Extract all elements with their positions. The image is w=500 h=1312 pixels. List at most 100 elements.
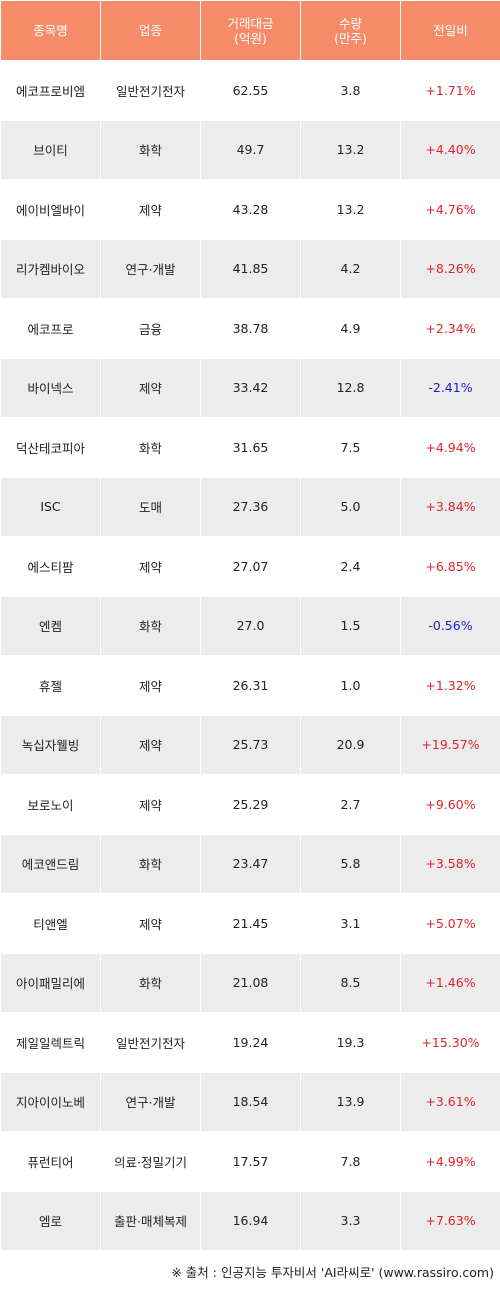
sector-cell: 금융	[100, 298, 201, 359]
table-row: 바이넥스 제약 33.42 12.8 -2.41%	[0, 357, 500, 418]
stock-name-cell: 녹십자웰빙	[0, 714, 101, 775]
stock-name-cell: 브이티	[0, 119, 101, 180]
header-qty: 수량 (만주)	[300, 0, 401, 61]
quantity-cell: 3.1	[300, 893, 401, 954]
amount-cell: 18.54	[200, 1071, 301, 1132]
quantity-cell: 13.2	[300, 179, 401, 240]
change-cell: +3.58%	[400, 833, 500, 894]
amount-cell: 31.65	[200, 417, 301, 478]
table-row: 에코앤드림 화학 23.47 5.8 +3.58%	[0, 833, 500, 894]
sector-cell: 일반전기전자	[100, 60, 201, 121]
change-cell: +7.63%	[400, 1190, 500, 1251]
sector-cell: 제약	[100, 536, 201, 597]
stock-name-cell: 퓨런티어	[0, 1131, 101, 1192]
table-row: 엔켐 화학 27.0 1.5 -0.56%	[0, 595, 500, 656]
sector-cell: 제약	[100, 774, 201, 835]
change-cell: +4.94%	[400, 417, 500, 478]
change-cell: +5.07%	[400, 893, 500, 954]
sector-cell: 화학	[100, 417, 201, 478]
quantity-cell: 8.5	[300, 952, 401, 1013]
table-row: 리가켐바이오 연구·개발 41.85 4.2 +8.26%	[0, 238, 500, 299]
quantity-cell: 7.5	[300, 417, 401, 478]
stock-name-cell: 에스티팜	[0, 536, 101, 597]
stock-name-cell: 에이비엘바이	[0, 179, 101, 240]
header-amount-line1: 거래대금	[227, 15, 274, 31]
amount-cell: 41.85	[200, 238, 301, 299]
change-cell: +19.57%	[400, 714, 500, 775]
amount-cell: 25.73	[200, 714, 301, 775]
sector-cell: 화학	[100, 952, 201, 1013]
change-cell: +1.71%	[400, 60, 500, 121]
header-sector: 업종	[100, 0, 201, 61]
stock-name-cell: 엔켐	[0, 595, 101, 656]
quantity-cell: 2.4	[300, 536, 401, 597]
change-cell: +4.40%	[400, 119, 500, 180]
stock-name-cell: 제일일렉트릭	[0, 1012, 101, 1073]
amount-cell: 62.55	[200, 60, 301, 121]
change-cell: +1.46%	[400, 952, 500, 1013]
stock-name-cell: 휴젤	[0, 655, 101, 716]
source-footer: ※ 출처 : 인공지능 투자비서 'AI라씨로' (www.rassiro.co…	[171, 1265, 494, 1280]
sector-cell: 제약	[100, 893, 201, 954]
stock-name-cell: 에코프로비엠	[0, 60, 101, 121]
quantity-cell: 4.9	[300, 298, 401, 359]
quantity-cell: 20.9	[300, 714, 401, 775]
change-cell: +4.76%	[400, 179, 500, 240]
sector-cell: 연구·개발	[100, 238, 201, 299]
stock-name-cell: 엠로	[0, 1190, 101, 1251]
sector-cell: 화학	[100, 119, 201, 180]
table-row: 브이티 화학 49.7 13.2 +4.40%	[0, 119, 500, 180]
sector-cell: 연구·개발	[100, 1071, 201, 1132]
stock-name-cell: 덕산테코피아	[0, 417, 101, 478]
amount-cell: 49.7	[200, 119, 301, 180]
table-row: 보로노이 제약 25.29 2.7 +9.60%	[0, 774, 500, 835]
sector-cell: 출판·매체복제	[100, 1190, 201, 1251]
stock-name-cell: ISC	[0, 476, 101, 537]
stock-name-cell: 바이넥스	[0, 357, 101, 418]
change-cell: -0.56%	[400, 595, 500, 656]
quantity-cell: 12.8	[300, 357, 401, 418]
quantity-cell: 5.0	[300, 476, 401, 537]
amount-cell: 27.0	[200, 595, 301, 656]
stock-name-cell: 리가켐바이오	[0, 238, 101, 299]
header-amount: 거래대금 (억원)	[200, 0, 301, 61]
amount-cell: 23.47	[200, 833, 301, 894]
quantity-cell: 3.8	[300, 60, 401, 121]
change-cell: -2.41%	[400, 357, 500, 418]
amount-cell: 25.29	[200, 774, 301, 835]
stock-name-cell: 보로노이	[0, 774, 101, 835]
amount-cell: 21.45	[200, 893, 301, 954]
header-qty-line2: (만주)	[334, 30, 367, 46]
sector-cell: 제약	[100, 655, 201, 716]
amount-cell: 38.78	[200, 298, 301, 359]
change-cell: +1.32%	[400, 655, 500, 716]
sector-cell: 제약	[100, 357, 201, 418]
quantity-cell: 1.0	[300, 655, 401, 716]
sector-cell: 도매	[100, 476, 201, 537]
quantity-cell: 3.3	[300, 1190, 401, 1251]
quantity-cell: 13.9	[300, 1071, 401, 1132]
table-row: 에이비엘바이 제약 43.28 13.2 +4.76%	[0, 179, 500, 240]
table-row: 덕산테코피아 화학 31.65 7.5 +4.94%	[0, 417, 500, 478]
amount-cell: 21.08	[200, 952, 301, 1013]
header-name: 종목명	[0, 0, 101, 61]
change-cell: +9.60%	[400, 774, 500, 835]
amount-cell: 17.57	[200, 1131, 301, 1192]
quantity-cell: 4.2	[300, 238, 401, 299]
quantity-cell: 19.3	[300, 1012, 401, 1073]
sector-cell: 제약	[100, 179, 201, 240]
amount-cell: 27.36	[200, 476, 301, 537]
change-cell: +3.61%	[400, 1071, 500, 1132]
amount-cell: 33.42	[200, 357, 301, 418]
table-row: 휴젤 제약 26.31 1.0 +1.32%	[0, 655, 500, 716]
change-cell: +6.85%	[400, 536, 500, 597]
quantity-cell: 1.5	[300, 595, 401, 656]
table-row: 아이패밀리에 화학 21.08 8.5 +1.46%	[0, 952, 500, 1013]
amount-cell: 27.07	[200, 536, 301, 597]
table-row: 엠로 출판·매체복제 16.94 3.3 +7.63%	[0, 1190, 500, 1251]
change-cell: +2.34%	[400, 298, 500, 359]
quantity-cell: 13.2	[300, 119, 401, 180]
stock-name-cell: 에코앤드림	[0, 833, 101, 894]
sector-cell: 화학	[100, 833, 201, 894]
sector-cell: 화학	[100, 595, 201, 656]
